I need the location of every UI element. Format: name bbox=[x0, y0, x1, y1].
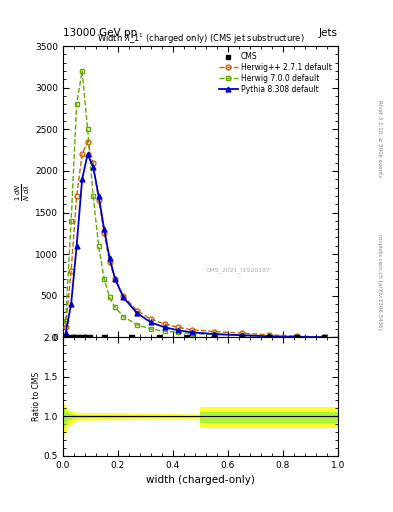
Text: CMS_2021_I1920187: CMS_2021_I1920187 bbox=[206, 268, 271, 273]
Pythia 8.308 default bbox=[212, 331, 217, 337]
Herwig 7.0.0 default bbox=[107, 294, 112, 301]
Pythia 8.308 default bbox=[107, 255, 112, 261]
Herwig++ 2.7.1 default bbox=[162, 321, 167, 327]
Pythia 8.308 default bbox=[63, 330, 68, 336]
Herwig++ 2.7.1 default bbox=[85, 139, 90, 145]
Herwig++ 2.7.1 default bbox=[102, 230, 107, 237]
Pythia 8.308 default bbox=[322, 334, 327, 340]
Herwig++ 2.7.1 default bbox=[113, 276, 118, 282]
Herwig++ 2.7.1 default bbox=[149, 316, 153, 322]
CMS bbox=[68, 334, 72, 340]
Pythia 8.308 default bbox=[176, 327, 181, 333]
CMS bbox=[294, 334, 299, 340]
Herwig 7.0.0 default bbox=[239, 332, 244, 338]
Herwig 7.0.0 default bbox=[121, 313, 126, 319]
Herwig 7.0.0 default bbox=[80, 68, 84, 74]
Y-axis label: Ratio to CMS: Ratio to CMS bbox=[32, 372, 41, 421]
Pythia 8.308 default bbox=[69, 301, 73, 307]
X-axis label: width (charged-only): width (charged-only) bbox=[146, 475, 255, 485]
Pythia 8.308 default bbox=[102, 226, 107, 232]
Line: CMS: CMS bbox=[62, 335, 327, 340]
CMS bbox=[322, 334, 327, 340]
Line: Pythia 8.308 default: Pythia 8.308 default bbox=[63, 152, 327, 339]
CMS bbox=[76, 334, 81, 340]
Herwig 7.0.0 default bbox=[162, 328, 167, 334]
Herwig 7.0.0 default bbox=[96, 243, 101, 249]
CMS bbox=[184, 334, 189, 340]
Herwig++ 2.7.1 default bbox=[69, 268, 73, 274]
Text: 13000 GeV pp: 13000 GeV pp bbox=[63, 28, 137, 38]
Pythia 8.308 default bbox=[190, 329, 195, 335]
Herwig 7.0.0 default bbox=[135, 322, 140, 328]
Herwig++ 2.7.1 default bbox=[96, 197, 101, 203]
Pythia 8.308 default bbox=[96, 193, 101, 199]
Pythia 8.308 default bbox=[74, 243, 79, 249]
Herwig++ 2.7.1 default bbox=[267, 332, 272, 338]
Herwig++ 2.7.1 default bbox=[91, 160, 95, 166]
Herwig 7.0.0 default bbox=[294, 334, 299, 340]
Pythia 8.308 default bbox=[239, 332, 244, 338]
Herwig++ 2.7.1 default bbox=[212, 329, 217, 335]
Herwig++ 2.7.1 default bbox=[294, 333, 299, 339]
Herwig++ 2.7.1 default bbox=[135, 308, 140, 314]
CMS bbox=[88, 334, 93, 340]
CMS bbox=[212, 334, 217, 340]
Herwig++ 2.7.1 default bbox=[190, 327, 195, 333]
Herwig++ 2.7.1 default bbox=[107, 260, 112, 266]
Text: Rivet 3.1.10, ≥ 500k events: Rivet 3.1.10, ≥ 500k events bbox=[377, 100, 382, 177]
Herwig++ 2.7.1 default bbox=[121, 293, 126, 299]
CMS bbox=[129, 334, 134, 340]
Text: Jets: Jets bbox=[319, 28, 338, 38]
Herwig++ 2.7.1 default bbox=[80, 151, 84, 157]
Legend: CMS, Herwig++ 2.7.1 default, Herwig 7.0.0 default, Pythia 8.308 default: CMS, Herwig++ 2.7.1 default, Herwig 7.0.… bbox=[217, 50, 334, 96]
Herwig++ 2.7.1 default bbox=[322, 334, 327, 340]
Herwig 7.0.0 default bbox=[190, 331, 195, 337]
Pythia 8.308 default bbox=[267, 333, 272, 339]
Herwig 7.0.0 default bbox=[85, 126, 90, 133]
CMS bbox=[84, 334, 89, 340]
CMS bbox=[64, 334, 70, 340]
Herwig++ 2.7.1 default bbox=[74, 193, 79, 199]
Line: Herwig 7.0.0 default: Herwig 7.0.0 default bbox=[63, 69, 327, 339]
Herwig 7.0.0 default bbox=[322, 334, 327, 340]
Pythia 8.308 default bbox=[149, 319, 153, 326]
Herwig++ 2.7.1 default bbox=[63, 324, 68, 330]
CMS bbox=[157, 334, 162, 340]
Pythia 8.308 default bbox=[91, 164, 95, 170]
Pythia 8.308 default bbox=[135, 310, 140, 316]
Pythia 8.308 default bbox=[121, 294, 126, 301]
Herwig 7.0.0 default bbox=[149, 326, 153, 332]
Title: Width $\lambda\_1^1$ (charged only) (CMS jet substructure): Width $\lambda\_1^1$ (charged only) (CMS… bbox=[97, 32, 304, 46]
Herwig 7.0.0 default bbox=[91, 193, 95, 199]
Pythia 8.308 default bbox=[80, 176, 84, 182]
Pythia 8.308 default bbox=[162, 324, 167, 330]
Herwig 7.0.0 default bbox=[74, 101, 79, 108]
Herwig 7.0.0 default bbox=[113, 304, 118, 310]
Pythia 8.308 default bbox=[85, 151, 90, 157]
Text: mcplots.cern.ch [arXiv:1306.3436]: mcplots.cern.ch [arXiv:1306.3436] bbox=[377, 234, 382, 329]
CMS bbox=[79, 334, 83, 340]
Line: Herwig++ 2.7.1 default: Herwig++ 2.7.1 default bbox=[63, 139, 327, 339]
Y-axis label: $\frac{1}{N}\frac{dN}{d\lambda}$: $\frac{1}{N}\frac{dN}{d\lambda}$ bbox=[14, 183, 32, 201]
CMS bbox=[102, 334, 107, 340]
Herwig 7.0.0 default bbox=[267, 333, 272, 339]
Herwig 7.0.0 default bbox=[212, 331, 217, 337]
Herwig++ 2.7.1 default bbox=[239, 330, 244, 336]
Herwig 7.0.0 default bbox=[102, 276, 107, 282]
CMS bbox=[70, 334, 75, 340]
Pythia 8.308 default bbox=[113, 276, 118, 282]
Herwig 7.0.0 default bbox=[176, 329, 181, 335]
Herwig 7.0.0 default bbox=[63, 317, 68, 324]
Pythia 8.308 default bbox=[294, 334, 299, 340]
Herwig++ 2.7.1 default bbox=[176, 324, 181, 330]
CMS bbox=[81, 334, 86, 340]
Herwig 7.0.0 default bbox=[69, 218, 73, 224]
CMS bbox=[62, 334, 67, 340]
CMS bbox=[73, 334, 78, 340]
CMS bbox=[239, 334, 244, 340]
CMS bbox=[267, 334, 272, 340]
